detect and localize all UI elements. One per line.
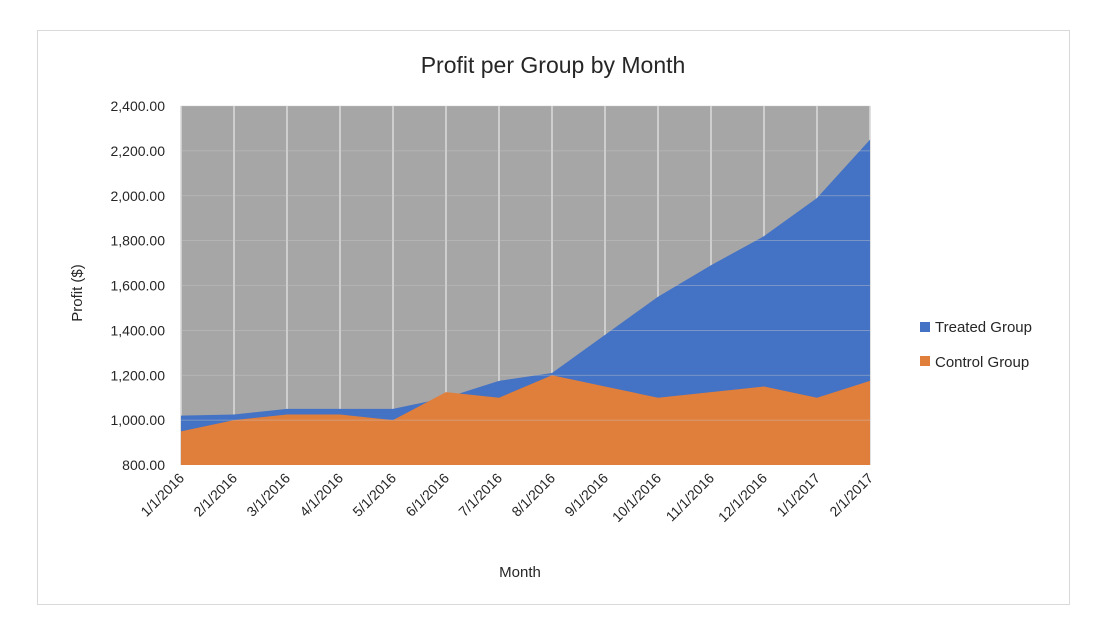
y-tick-label: 1,600.00 [111, 278, 166, 294]
legend-swatch-treated-group [920, 322, 930, 332]
legend-label-control-group: Control Group [935, 354, 1029, 371]
y-tick-label: 800.00 [122, 457, 165, 473]
x-tick-label: 9/1/2016 [561, 470, 611, 520]
x-tick-label: 5/1/2016 [349, 470, 399, 520]
treated-group-area [181, 139, 870, 465]
legend: Treated Group Control Group [920, 319, 1032, 371]
y-tick-label: 1,800.00 [111, 233, 166, 249]
y-tick-label: 1,000.00 [111, 412, 166, 428]
y-tick-label: 1,200.00 [111, 367, 166, 383]
y-axis-tick-labels: 800.00 1,000.00 1,200.00 1,400.00 1,600.00 1,… [111, 98, 166, 473]
x-tick-label: 12/1/2016 [715, 470, 771, 526]
y-tick-label: 1,400.00 [111, 322, 166, 338]
x-tick-label: 6/1/2016 [402, 470, 452, 520]
y-tick-label: 2,400.00 [111, 98, 166, 114]
x-tick-label: 2/1/2017 [826, 470, 876, 520]
x-tick-label: 1/1/2016 [137, 470, 187, 520]
x-axis-tick-labels: 1/1/2016 2/1/2016 3/1/2016 4/1/2016 5/1/2016… [137, 470, 876, 526]
y-tick-label: 2,200.00 [111, 143, 166, 159]
legend-swatch-control-group [920, 356, 930, 366]
y-tick-label: 2,000.00 [111, 188, 166, 204]
x-axis-title: Month [499, 564, 541, 581]
x-tick-label: 1/1/2017 [773, 470, 823, 520]
x-tick-label: 3/1/2016 [243, 470, 293, 520]
x-tick-label: 10/1/2016 [609, 470, 665, 526]
legend-label-treated-group: Treated Group [935, 319, 1032, 336]
y-axis-title: Profit ($) [69, 264, 86, 322]
x-tick-label: 2/1/2016 [190, 470, 240, 520]
x-tick-label: 11/1/2016 [662, 470, 717, 525]
horizontal-gridlines [181, 105, 870, 421]
x-tick-label: 7/1/2016 [455, 470, 505, 520]
chart-title: Profit per Group by Month [421, 52, 686, 78]
x-tick-label: 8/1/2016 [508, 470, 558, 520]
x-tick-label: 4/1/2016 [296, 470, 346, 520]
